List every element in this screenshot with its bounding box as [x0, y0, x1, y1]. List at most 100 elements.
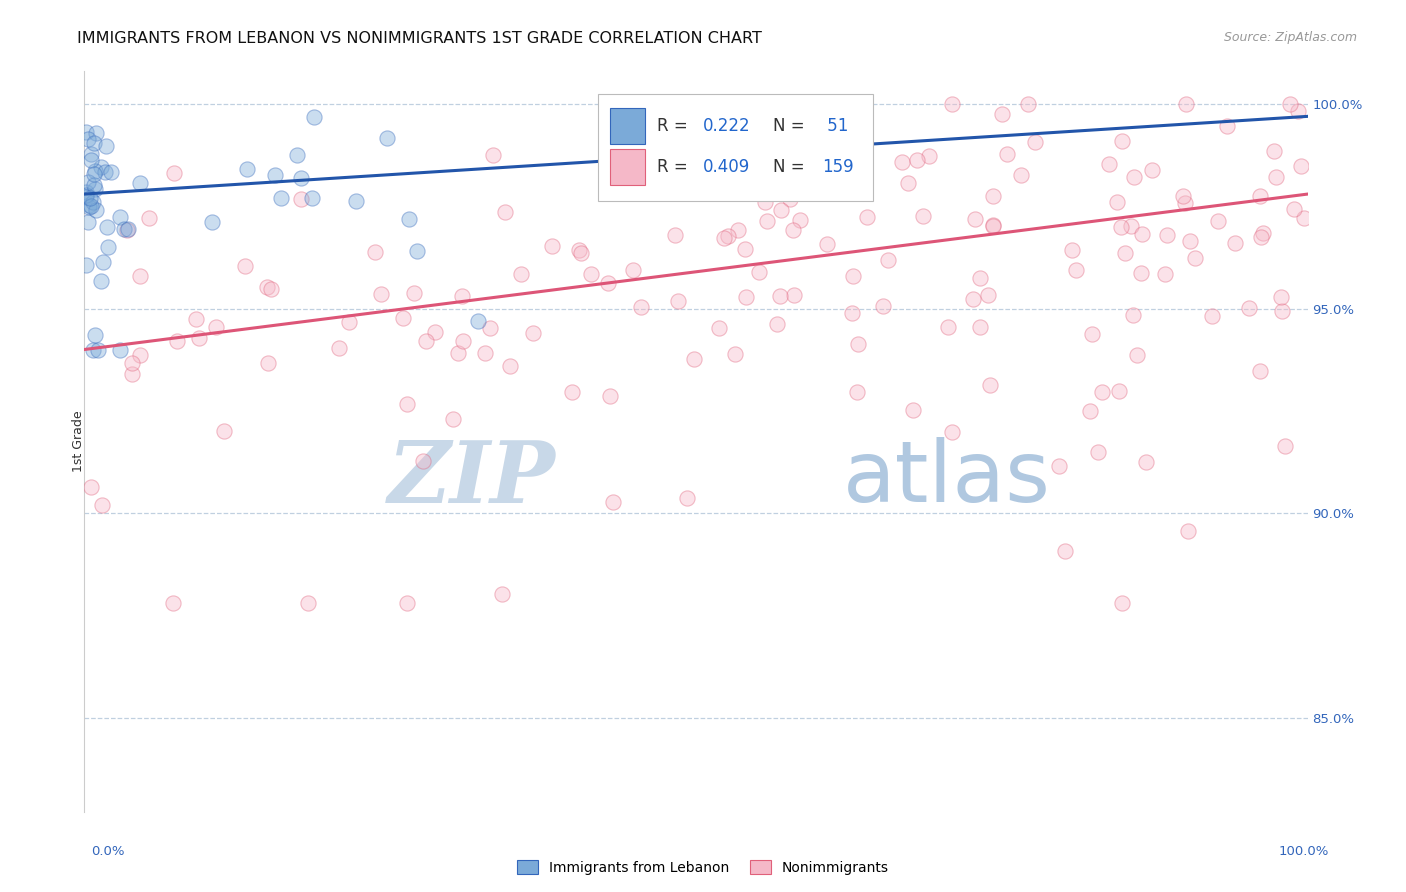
Point — [129, 347, 152, 361]
Point — [1274, 439, 1296, 453]
Point — [1265, 170, 1288, 185]
Point — [77, 198, 100, 212]
Text: atlas: atlas — [842, 437, 1050, 520]
Point — [166, 334, 188, 348]
Point — [328, 341, 350, 355]
Point — [783, 287, 806, 301]
Text: 51: 51 — [823, 117, 848, 136]
Point — [1129, 266, 1152, 280]
Point — [1087, 445, 1109, 459]
Point — [754, 194, 776, 209]
Point — [779, 192, 801, 206]
Point — [260, 282, 283, 296]
Point — [83, 167, 105, 181]
Point — [83, 136, 105, 151]
Point — [398, 211, 420, 226]
Point — [301, 190, 323, 204]
Point — [79, 200, 101, 214]
FancyBboxPatch shape — [610, 149, 644, 185]
Point — [872, 300, 894, 314]
Point — [205, 319, 228, 334]
Point — [1206, 213, 1229, 227]
Point — [412, 453, 434, 467]
Point — [1047, 459, 1070, 474]
Point — [1017, 97, 1039, 112]
Point — [100, 165, 122, 179]
Point — [1250, 230, 1272, 244]
Point — [630, 300, 652, 314]
Text: N =: N = — [773, 158, 810, 176]
Point — [941, 97, 963, 112]
Point — [845, 385, 868, 400]
Point — [297, 596, 319, 610]
Point — [129, 177, 152, 191]
Point — [264, 169, 287, 183]
Point — [83, 327, 105, 342]
Point — [1249, 364, 1271, 378]
Point — [82, 343, 104, 357]
Text: R =: R = — [657, 117, 693, 136]
Point — [201, 215, 224, 229]
Point — [962, 293, 984, 307]
Point — [423, 325, 446, 339]
Point — [75, 185, 97, 199]
Point — [1125, 348, 1147, 362]
Point — [561, 384, 583, 399]
Point — [474, 345, 496, 359]
Point — [1270, 290, 1292, 304]
Point — [447, 345, 470, 359]
Point — [789, 212, 811, 227]
Point — [162, 596, 184, 610]
Point — [918, 149, 941, 163]
Point — [540, 239, 562, 253]
Point — [977, 287, 1000, 301]
Text: Source: ZipAtlas.com: Source: ZipAtlas.com — [1223, 31, 1357, 45]
Text: 0.222: 0.222 — [703, 117, 751, 136]
Point — [94, 138, 117, 153]
Point — [666, 294, 689, 309]
Point — [855, 211, 877, 225]
Point — [1177, 524, 1199, 538]
Point — [84, 126, 107, 140]
Point — [115, 222, 138, 236]
Point — [453, 334, 475, 349]
Point — [80, 153, 103, 167]
FancyBboxPatch shape — [610, 109, 644, 144]
Point — [621, 262, 644, 277]
Point — [842, 268, 865, 283]
Point — [579, 267, 602, 281]
Point — [93, 165, 115, 179]
Point — [80, 146, 103, 161]
Point — [890, 155, 912, 169]
Point — [83, 178, 105, 193]
Point — [1174, 196, 1197, 211]
Point — [981, 189, 1004, 203]
FancyBboxPatch shape — [598, 94, 873, 201]
Point — [1216, 119, 1239, 133]
Point — [1174, 97, 1197, 112]
Point — [90, 160, 112, 174]
Point — [482, 148, 505, 162]
Point — [782, 223, 804, 237]
Point — [941, 425, 963, 439]
Point — [755, 214, 778, 228]
Point — [965, 212, 987, 227]
Point — [478, 321, 501, 335]
Point — [602, 495, 624, 509]
Point — [75, 124, 97, 138]
Point — [1010, 168, 1032, 182]
Point — [257, 356, 280, 370]
Point — [807, 100, 830, 114]
Point — [75, 258, 97, 272]
Point — [510, 267, 533, 281]
Point — [83, 182, 105, 196]
Point — [1053, 544, 1076, 558]
Point — [769, 202, 792, 217]
Point — [683, 352, 706, 367]
Point — [91, 498, 114, 512]
Legend: Immigrants from Lebanon, Nonimmigrants: Immigrants from Lebanon, Nonimmigrants — [512, 855, 894, 880]
Point — [77, 215, 100, 229]
Point — [748, 265, 770, 279]
Point — [1097, 157, 1119, 171]
Point — [1122, 308, 1144, 322]
